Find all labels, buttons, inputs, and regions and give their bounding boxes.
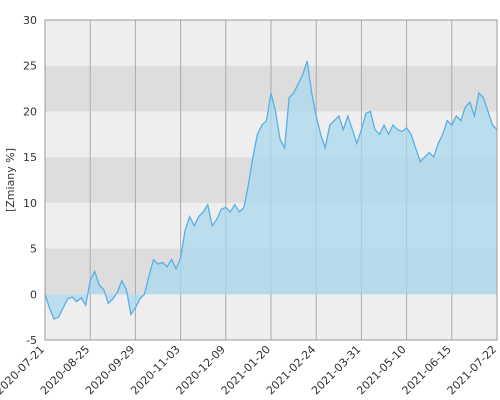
y-tick-label: 5	[30, 243, 37, 256]
line	[44, 60, 498, 320]
y-tick-label: 15	[23, 151, 37, 164]
plot-border	[44, 19, 498, 341]
y-tick-label: 10	[23, 197, 37, 210]
y-tick-label: 20	[23, 105, 37, 118]
y-tick-label: 0	[30, 288, 37, 301]
y-tick-label: 30	[23, 14, 37, 27]
y-tick-label: -5	[26, 334, 37, 347]
y-tick-label: 25	[23, 60, 37, 73]
y-axis-label: [Zmiany %]	[4, 148, 17, 212]
